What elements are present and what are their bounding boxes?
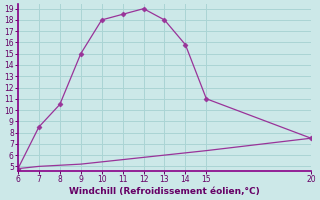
X-axis label: Windchill (Refroidissement éolien,°C): Windchill (Refroidissement éolien,°C) (69, 187, 260, 196)
